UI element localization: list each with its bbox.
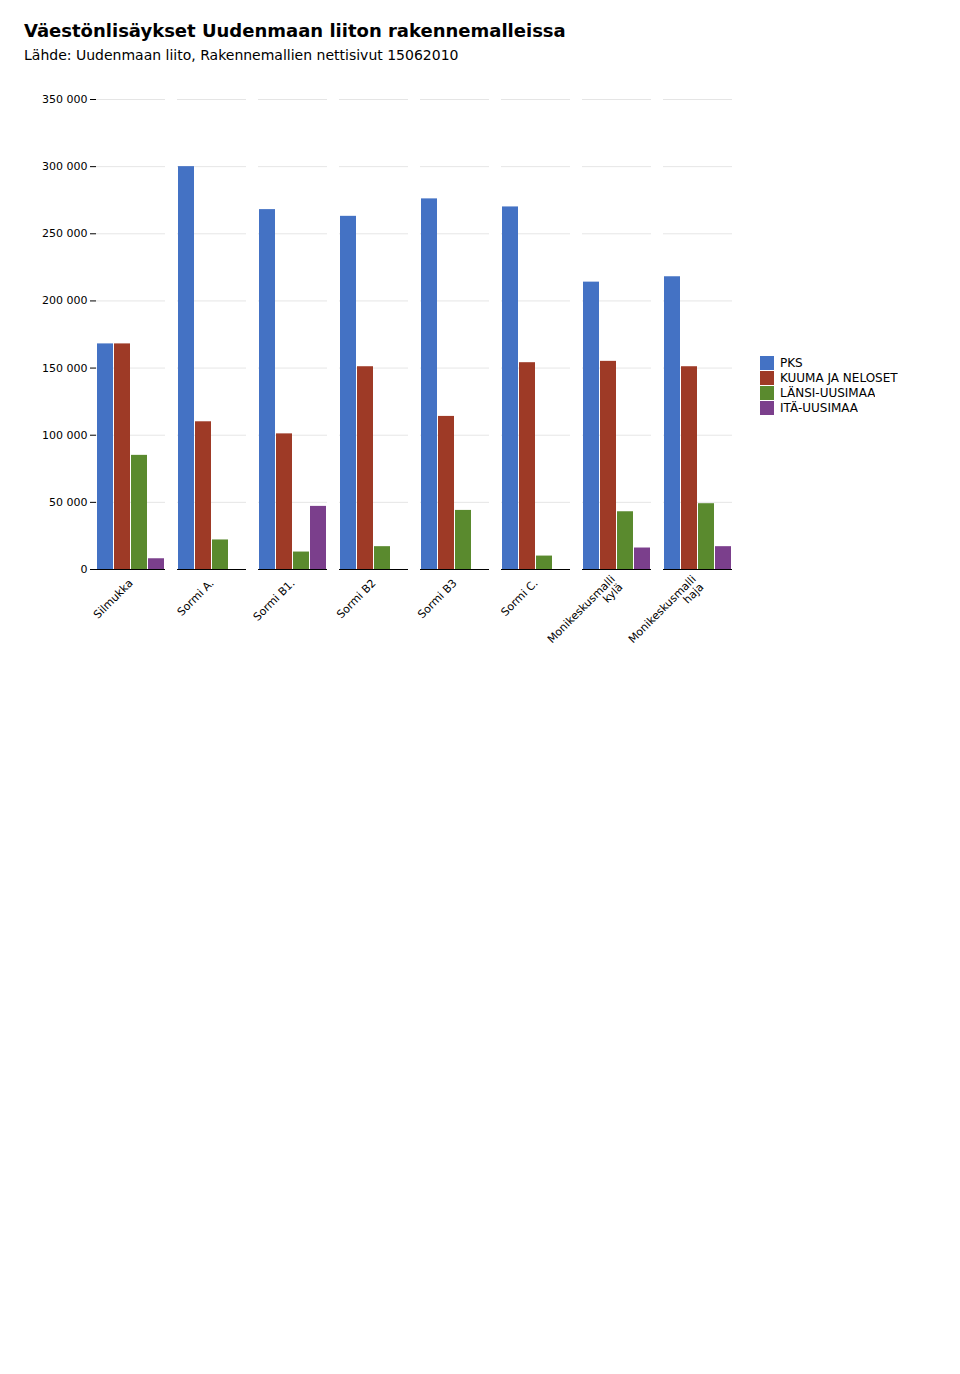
svg-text:Sormi B3: Sormi B3 [415, 577, 459, 621]
svg-text:Monikeskusmallihaja: Monikeskusmallihaja [626, 573, 707, 654]
svg-text:200 000: 200 000 [42, 294, 88, 307]
svg-text:Sormi B2: Sormi B2 [334, 577, 378, 621]
svg-text:Sormi A.: Sormi A. [175, 577, 217, 619]
svg-text:Silmukka: Silmukka [91, 577, 136, 622]
html-text:ITÄ-UUSIMAA: ITÄ-UUSIMAA [780, 401, 858, 415]
svg-text:350 000: 350 000 [42, 93, 88, 106]
svg-text:50 000: 50 000 [49, 496, 88, 509]
html-text:Lähde: Uudenmaan liito, Rakenn: Lähde: Uudenmaan liito, Rakennemallien n… [24, 47, 459, 63]
svg-text:0: 0 [81, 563, 88, 576]
svg-text:300 000: 300 000 [42, 160, 88, 173]
svg-text:Monikeskusmallikylä: Monikeskusmallikylä [545, 573, 626, 654]
html-text:Väestönlisäykset Uudenmaan lii: Väestönlisäykset Uudenmaan liiton rakenn… [24, 20, 566, 41]
svg-text:100 000: 100 000 [42, 429, 88, 442]
svg-text:Sormi C.: Sormi C. [499, 577, 541, 619]
html-text:PKS: PKS [780, 356, 803, 370]
html-text:KUUMA JA NELOSET: KUUMA JA NELOSET [780, 371, 898, 385]
svg-text:Sormi B1.: Sormi B1. [251, 577, 298, 624]
svg-text:150 000: 150 000 [42, 362, 88, 375]
svg-text:250 000: 250 000 [42, 227, 88, 240]
html-text:LÄNSI-UUSIMAA: LÄNSI-UUSIMAA [780, 386, 876, 400]
